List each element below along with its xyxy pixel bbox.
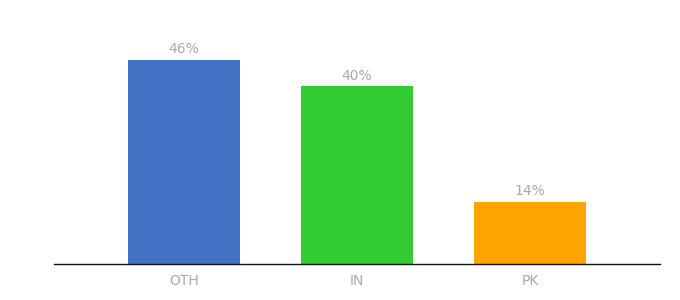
- Bar: [301, 86, 413, 264]
- Text: 40%: 40%: [341, 69, 373, 83]
- Bar: [128, 60, 240, 264]
- Bar: [474, 202, 586, 264]
- Text: 14%: 14%: [515, 184, 545, 198]
- Text: 46%: 46%: [169, 42, 199, 56]
